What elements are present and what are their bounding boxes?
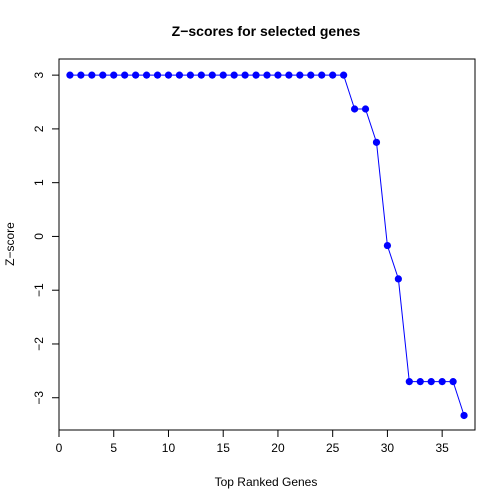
- x-tick-label: 10: [162, 441, 176, 455]
- data-point: [438, 378, 446, 386]
- y-tick-label: 0: [32, 233, 46, 240]
- data-point: [340, 71, 348, 79]
- y-tick-label: −1: [32, 283, 46, 297]
- data-point: [99, 71, 107, 79]
- data-point: [88, 71, 96, 79]
- data-point: [142, 71, 151, 79]
- data-point: [318, 71, 326, 79]
- x-axis: 0 5 10 15 20 25 30 35: [56, 430, 449, 455]
- y-tick-label: 2: [32, 125, 46, 132]
- data-point: [219, 71, 227, 79]
- series-layer: [66, 71, 468, 420]
- x-tick-label: 0: [56, 441, 63, 455]
- data-point: [77, 71, 85, 79]
- x-tick-label: 15: [217, 441, 231, 455]
- data-point: [241, 71, 249, 79]
- data-point: [230, 71, 238, 79]
- data-point: [153, 71, 162, 79]
- series-line: [69, 74, 465, 416]
- data-point: [121, 71, 129, 79]
- data-point: [274, 71, 282, 79]
- data-point: [252, 71, 260, 79]
- x-tick-label: 25: [326, 441, 340, 455]
- data-point: [307, 71, 315, 79]
- data-point: [175, 71, 184, 79]
- y-axis: −3 −2 −1 0 1 2 3: [32, 71, 59, 405]
- data-point: [132, 71, 140, 79]
- x-tick-label: 30: [381, 441, 395, 455]
- y-tick-label: −3: [32, 391, 46, 405]
- y-tick-label: 3: [32, 71, 46, 78]
- x-tick-label: 5: [110, 441, 117, 455]
- data-point: [263, 71, 271, 79]
- data-point: [350, 105, 359, 113]
- data-point: [197, 71, 205, 79]
- data-point: [372, 138, 381, 146]
- data-point: [427, 378, 435, 386]
- data-point: [329, 71, 337, 79]
- y-axis-label: Z−score: [3, 222, 17, 266]
- data-point: [394, 275, 402, 283]
- data-point: [285, 71, 293, 79]
- y-tick-label: 1: [32, 179, 46, 186]
- data-point: [361, 105, 370, 113]
- data-point: [416, 378, 424, 386]
- chart-title: Z−scores for selected genes: [172, 23, 361, 39]
- x-tick-label: 35: [435, 441, 449, 455]
- data-point: [164, 71, 173, 79]
- plot-frame: [58, 58, 476, 431]
- x-axis-label: Top Ranked Genes: [215, 475, 318, 489]
- data-point: [449, 378, 457, 386]
- data-point: [110, 71, 118, 79]
- y-tick-label: −2: [32, 337, 46, 351]
- data-point: [296, 71, 304, 79]
- data-point: [208, 71, 216, 79]
- data-point: [460, 411, 468, 420]
- data-point: [405, 378, 413, 386]
- x-tick-label: 20: [271, 441, 285, 455]
- data-point: [186, 71, 194, 79]
- data-point: [383, 241, 392, 250]
- data-point: [66, 71, 74, 79]
